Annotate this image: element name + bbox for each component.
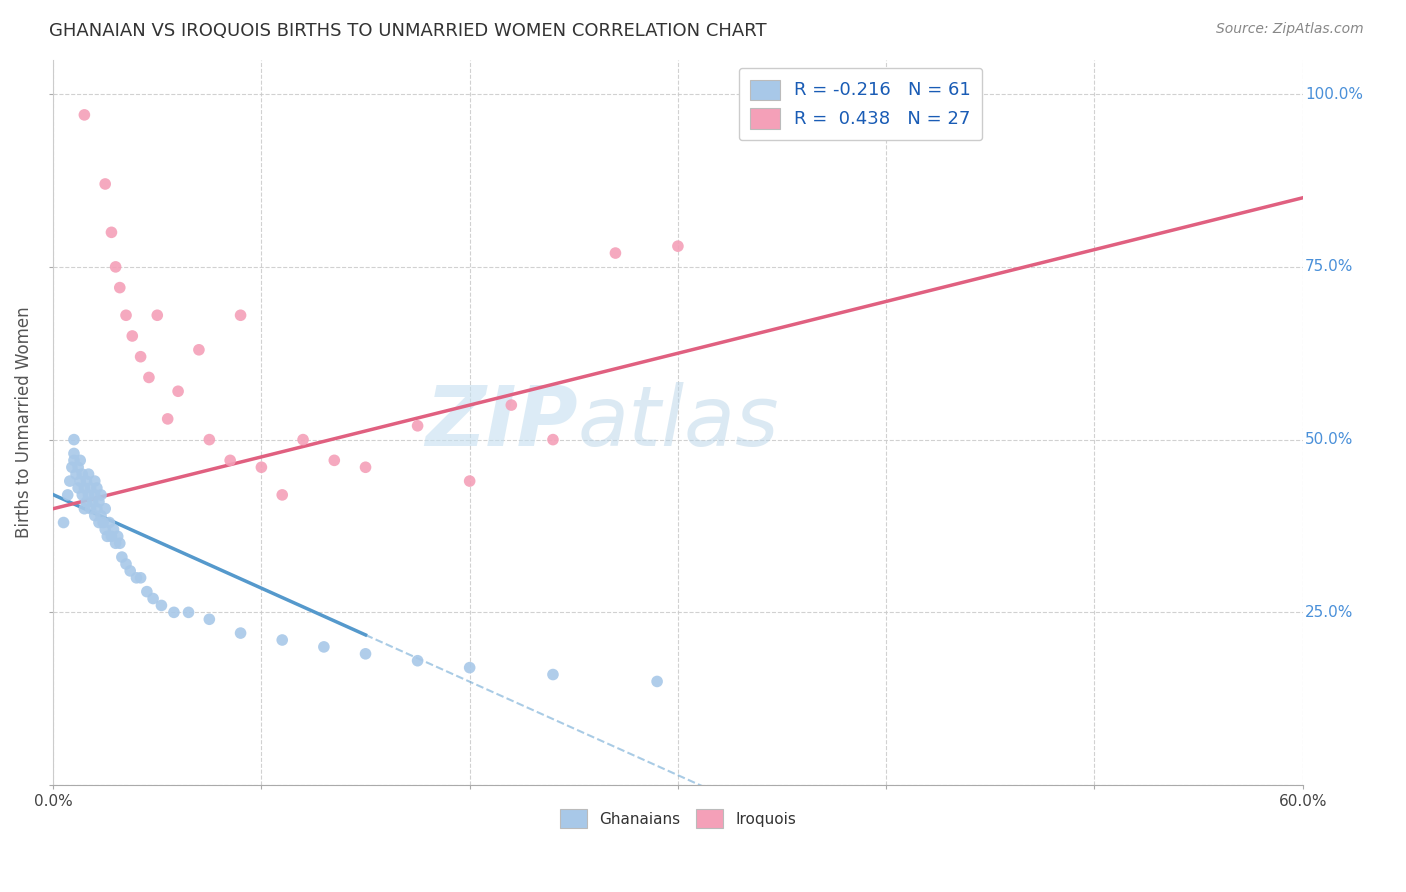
- Point: [406, 418, 429, 433]
- Point: [121, 329, 143, 343]
- Point: [138, 370, 160, 384]
- Point: [458, 474, 481, 488]
- Point: [100, 529, 122, 543]
- Text: atlas: atlas: [578, 382, 779, 463]
- Point: [312, 640, 335, 654]
- Text: ZIP: ZIP: [426, 382, 578, 463]
- Point: [83, 474, 105, 488]
- Point: [96, 529, 118, 543]
- Point: [73, 481, 96, 495]
- Point: [177, 605, 200, 619]
- Point: [187, 343, 209, 357]
- Point: [83, 488, 105, 502]
- Point: [59, 474, 82, 488]
- Point: [90, 508, 112, 523]
- Legend: Ghanaians, Iroquois: Ghanaians, Iroquois: [553, 802, 804, 836]
- Point: [115, 308, 138, 322]
- Point: [354, 460, 377, 475]
- Point: [86, 481, 108, 495]
- Point: [323, 453, 346, 467]
- Point: [69, 474, 91, 488]
- Point: [129, 350, 152, 364]
- Point: [103, 523, 125, 537]
- Point: [72, 467, 94, 482]
- Point: [229, 626, 252, 640]
- Point: [86, 501, 108, 516]
- Point: [73, 501, 96, 516]
- Point: [73, 108, 96, 122]
- Point: [666, 239, 689, 253]
- Point: [120, 564, 142, 578]
- Point: [104, 536, 127, 550]
- Point: [163, 605, 186, 619]
- Point: [167, 384, 190, 399]
- Point: [82, 495, 104, 509]
- Point: [67, 460, 90, 475]
- Point: [94, 523, 117, 537]
- Point: [90, 488, 112, 502]
- Text: 100.0%: 100.0%: [1305, 87, 1364, 102]
- Point: [63, 433, 86, 447]
- Point: [63, 453, 86, 467]
- Point: [458, 660, 481, 674]
- Y-axis label: Births to Unmarried Women: Births to Unmarried Women: [15, 307, 32, 538]
- Point: [129, 571, 152, 585]
- Point: [271, 488, 294, 502]
- Point: [87, 495, 110, 509]
- Point: [107, 529, 129, 543]
- Point: [198, 612, 221, 626]
- Point: [52, 516, 75, 530]
- Point: [87, 516, 110, 530]
- Point: [108, 536, 131, 550]
- Point: [67, 481, 90, 495]
- Point: [156, 412, 179, 426]
- Point: [98, 516, 121, 530]
- Point: [406, 654, 429, 668]
- Point: [91, 516, 114, 530]
- Point: [135, 584, 157, 599]
- Point: [94, 177, 117, 191]
- Point: [250, 460, 273, 475]
- Point: [354, 647, 377, 661]
- Point: [115, 557, 138, 571]
- Text: 25.0%: 25.0%: [1305, 605, 1354, 620]
- Point: [100, 225, 122, 239]
- Point: [104, 260, 127, 274]
- Point: [75, 495, 97, 509]
- Point: [645, 674, 668, 689]
- Point: [605, 246, 627, 260]
- Point: [69, 453, 91, 467]
- Point: [292, 433, 315, 447]
- Point: [541, 667, 564, 681]
- Point: [75, 474, 97, 488]
- Point: [83, 508, 105, 523]
- Point: [72, 488, 94, 502]
- Point: [77, 467, 100, 482]
- Point: [150, 599, 173, 613]
- Point: [271, 632, 294, 647]
- Point: [60, 460, 83, 475]
- Point: [125, 571, 148, 585]
- Point: [229, 308, 252, 322]
- Point: [65, 467, 87, 482]
- Text: 75.0%: 75.0%: [1305, 260, 1354, 275]
- Point: [108, 280, 131, 294]
- Point: [146, 308, 169, 322]
- Text: Source: ZipAtlas.com: Source: ZipAtlas.com: [1216, 22, 1364, 37]
- Point: [77, 488, 100, 502]
- Text: GHANAIAN VS IROQUOIS BIRTHS TO UNMARRIED WOMEN CORRELATION CHART: GHANAIAN VS IROQUOIS BIRTHS TO UNMARRIED…: [49, 22, 766, 40]
- Point: [501, 398, 523, 412]
- Text: 50.0%: 50.0%: [1305, 432, 1354, 447]
- Point: [94, 501, 117, 516]
- Point: [111, 550, 134, 565]
- Point: [56, 488, 79, 502]
- Point: [79, 501, 101, 516]
- Point: [79, 481, 101, 495]
- Point: [198, 433, 221, 447]
- Point: [219, 453, 242, 467]
- Point: [142, 591, 165, 606]
- Point: [63, 446, 86, 460]
- Point: [541, 433, 564, 447]
